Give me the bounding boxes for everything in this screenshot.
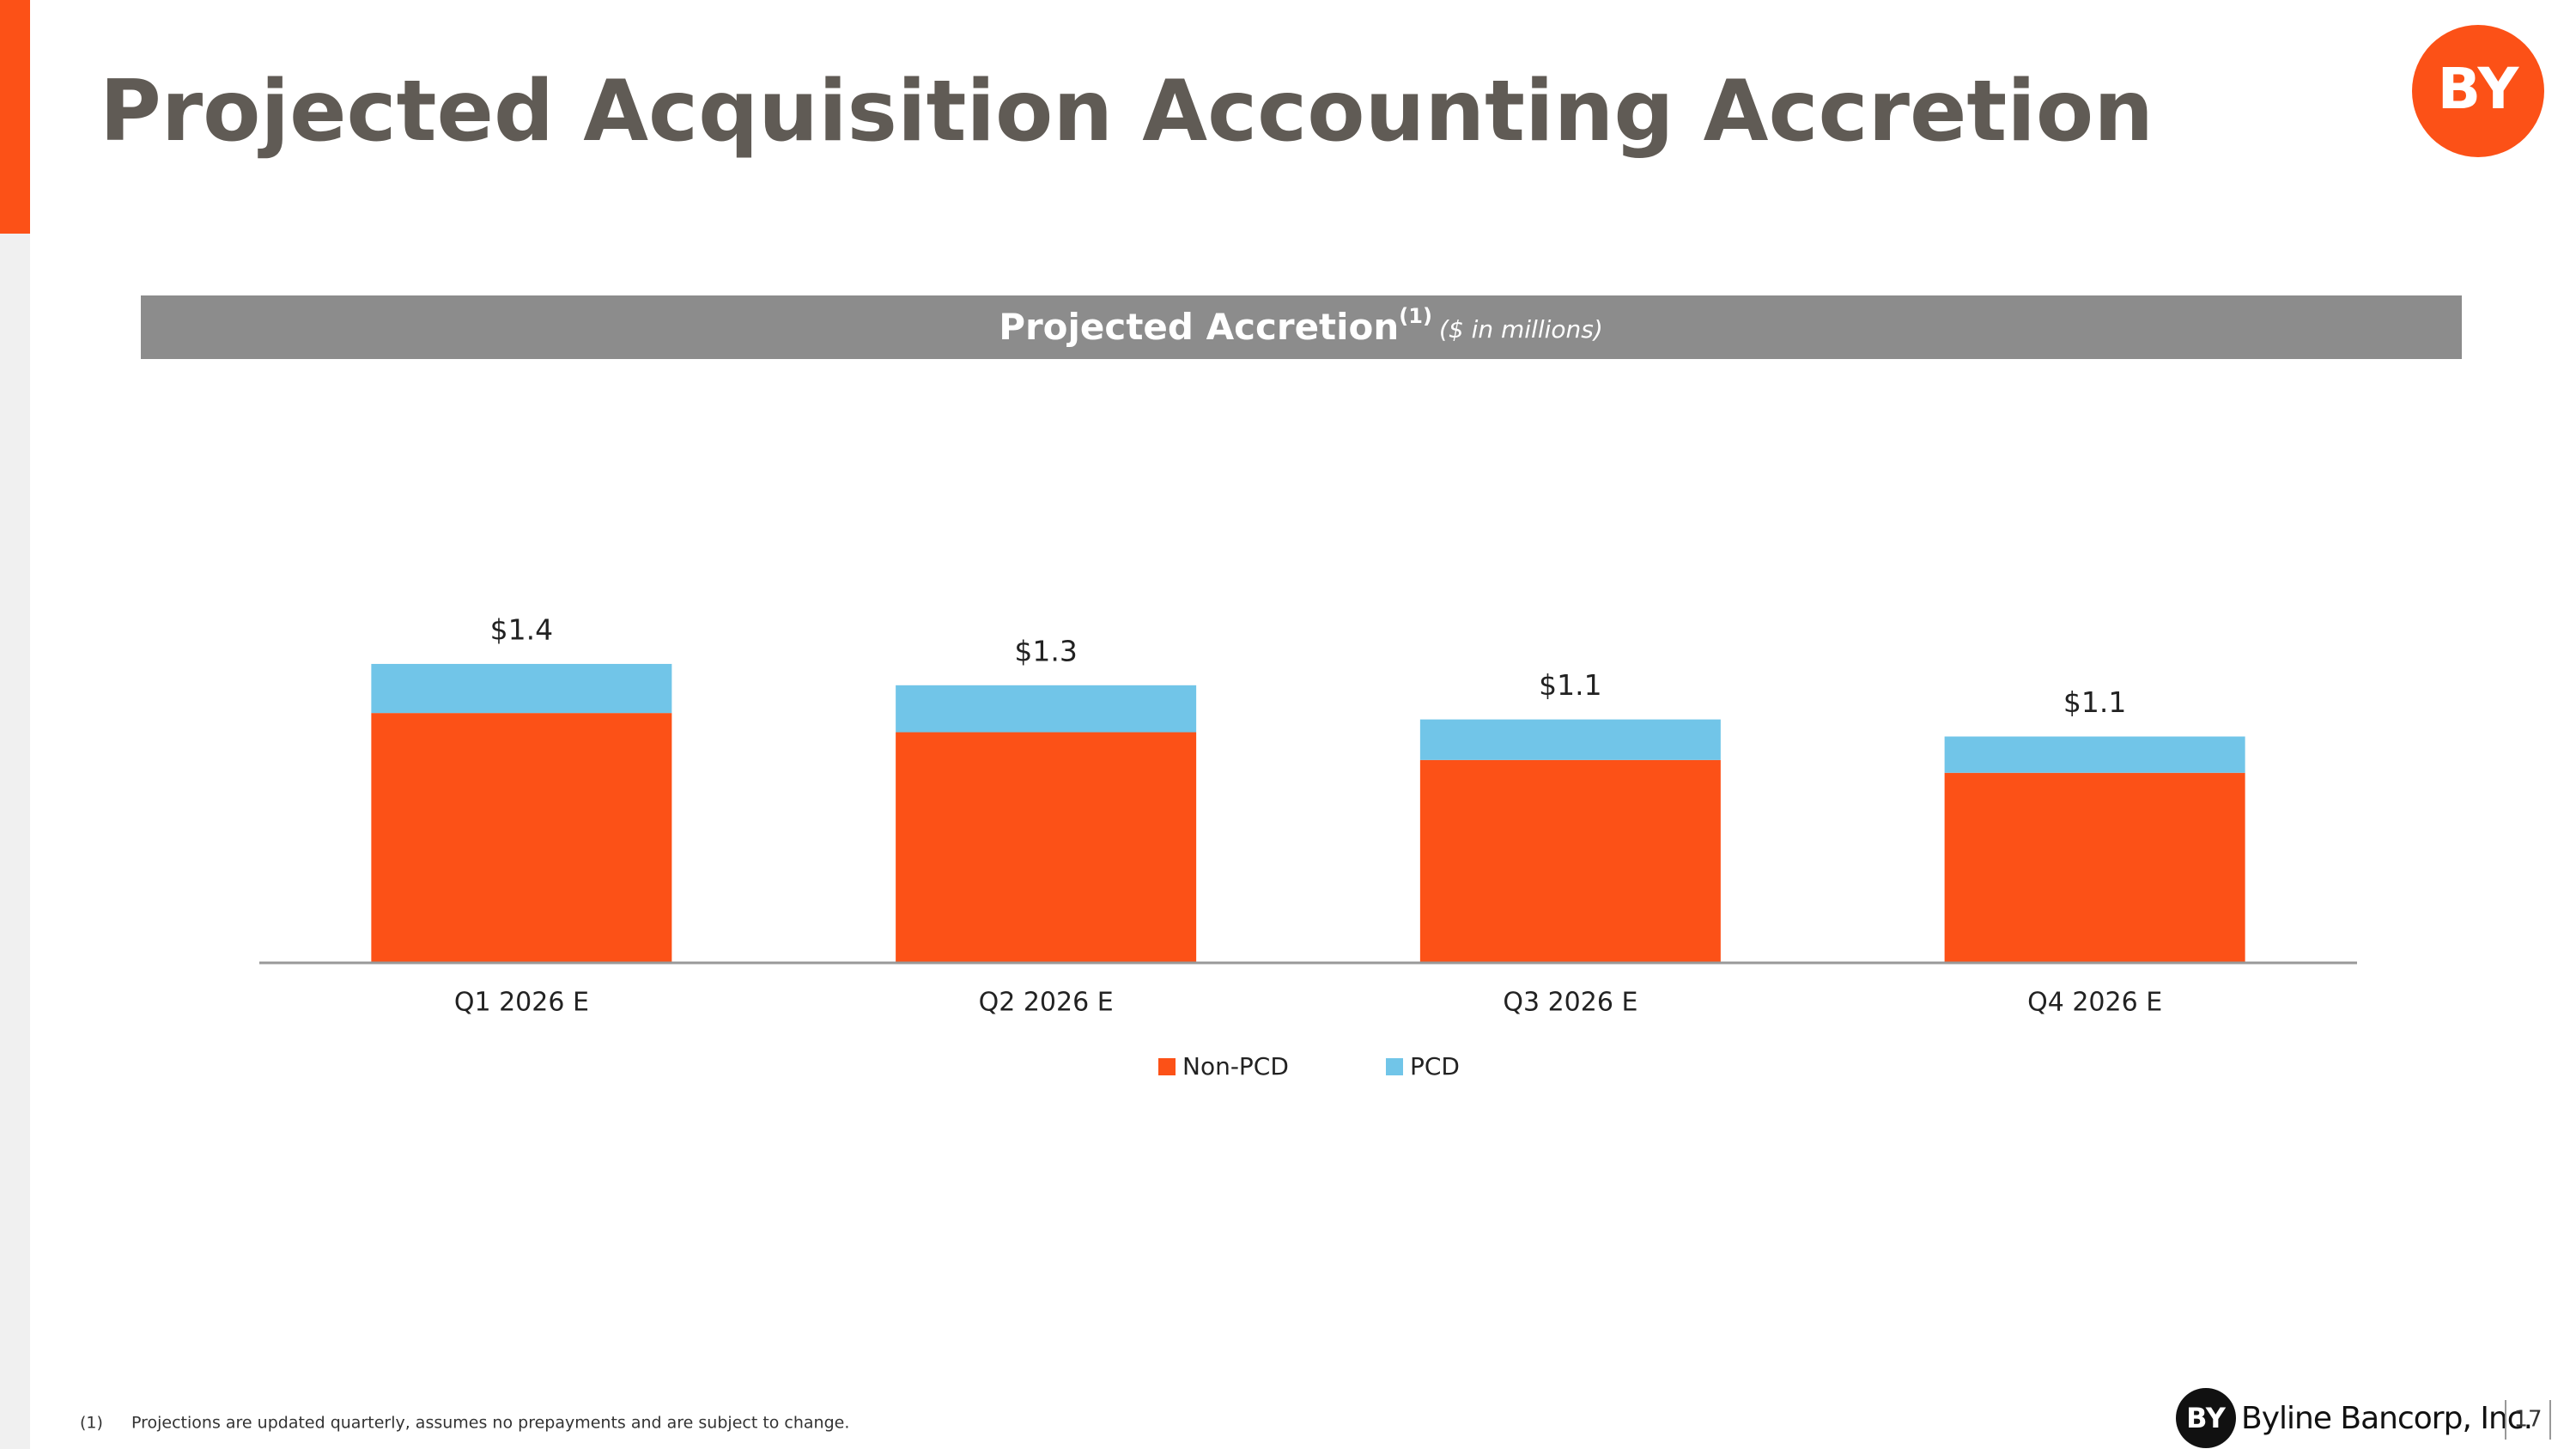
bar-segment xyxy=(1944,772,2245,963)
accent-bar xyxy=(0,0,30,234)
bar-segment xyxy=(1419,719,1721,760)
bar-segment xyxy=(1419,759,1721,963)
legend-swatch xyxy=(1386,1058,1403,1075)
logo-text: BY xyxy=(2438,56,2520,122)
superscript: (1) xyxy=(1399,304,1432,328)
footer-logo-text: BY xyxy=(2186,1402,2227,1434)
bar-segment xyxy=(371,713,672,963)
bar-segment xyxy=(1944,736,2245,773)
side-strip xyxy=(0,234,30,1449)
footnote: Projections are updated quarterly, assum… xyxy=(131,1414,849,1433)
legend-label: PCD xyxy=(1410,1052,1460,1081)
total-label: $1.1 xyxy=(2063,685,2126,719)
chart-header: Projected Accretion(1) ($ in millions) xyxy=(999,304,1603,348)
company-name: Byline Bancorp, Inc. xyxy=(2241,1401,2532,1436)
chart-title: Projected Accretion xyxy=(999,306,1399,348)
chart: $1.4 Q1 2026 E $1.3 Q2 2026 E $1.1 Q3 2026 E $… xyxy=(371,612,2245,1081)
total-label: $1.1 xyxy=(1539,668,1601,702)
x-tick-label: Q3 2026 E xyxy=(1503,988,1637,1018)
legend-label: Non-PCD xyxy=(1182,1052,1289,1081)
x-tick-label: Q2 2026 E xyxy=(979,988,1114,1018)
logo xyxy=(2412,25,2544,157)
total-label: $1.3 xyxy=(1014,634,1077,667)
slide-title: Projected Acquisition Accounting Accreti… xyxy=(100,63,2154,161)
footnote-marker: (1) xyxy=(80,1414,103,1433)
total-label: $1.4 xyxy=(490,612,553,646)
bar-segment xyxy=(371,663,672,714)
x-tick-label: Q1 2026 E xyxy=(454,988,589,1018)
legend-swatch xyxy=(1158,1058,1176,1075)
x-tick-label: Q4 2026 E xyxy=(2027,988,2162,1018)
chart-header-bar xyxy=(141,295,2462,359)
bar-segment xyxy=(896,685,1197,733)
page-number: 17 xyxy=(2513,1407,2542,1433)
bar-segment xyxy=(896,732,1197,963)
chart-subtitle: ($ in millions) xyxy=(1439,315,1603,344)
footer-logo xyxy=(2176,1388,2236,1448)
